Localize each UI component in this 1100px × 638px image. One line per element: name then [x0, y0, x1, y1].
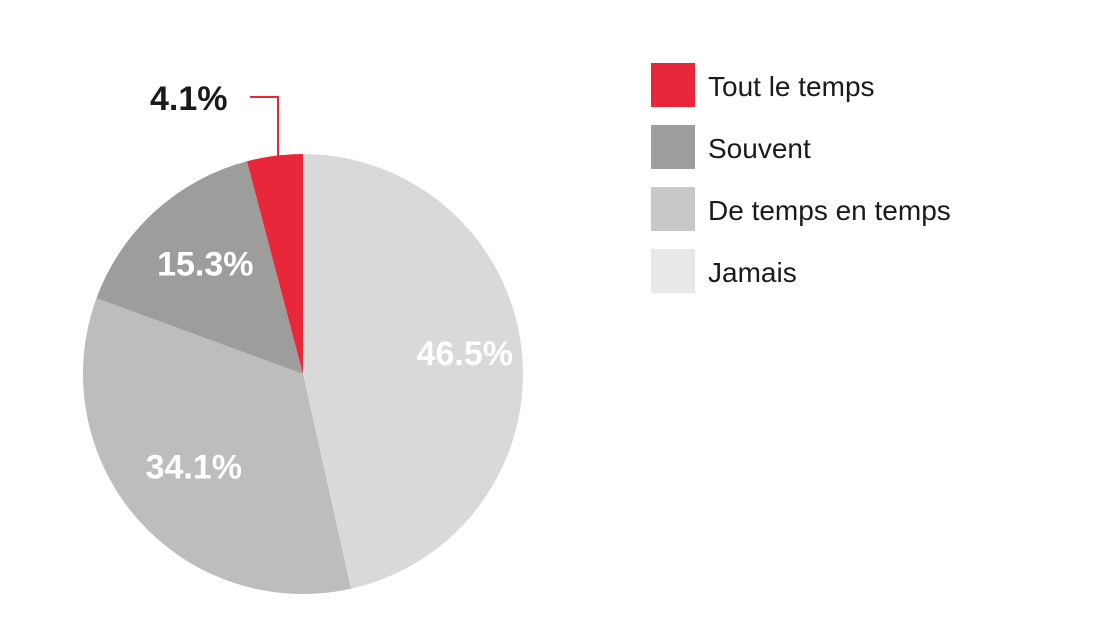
pie-slice-souvent	[96, 161, 304, 374]
legend-item-souvent: Souvent	[651, 125, 811, 169]
pie-slice-de-temps-en-temps	[83, 298, 351, 594]
pie-slices	[83, 154, 523, 594]
pie-callout: 4.1%	[150, 80, 279, 156]
legend: Tout le temps Souvent De temps en temps Jam…	[651, 63, 951, 293]
legend-label: Tout le temps	[708, 71, 875, 102]
legend-swatch	[651, 187, 695, 231]
pie-slice-jamais	[303, 154, 523, 589]
pie-slice-tout-le-temps	[246, 154, 303, 374]
legend-item-jamais: Jamais	[651, 249, 797, 293]
legend-swatch	[651, 125, 695, 169]
slice-value-label: 34.1%	[146, 449, 242, 487]
legend-label: Souvent	[708, 133, 811, 164]
legend-item-de-temps-en-temps: De temps en temps	[651, 187, 951, 231]
legend-label: Jamais	[708, 257, 797, 288]
pie-labels: 46.5% 34.1% 15.3%	[146, 246, 513, 487]
legend-swatch	[651, 249, 695, 293]
callout-line	[250, 96, 279, 156]
legend-swatch	[651, 63, 695, 107]
callout-value-label: 4.1%	[150, 80, 228, 118]
slice-value-label: 15.3%	[157, 246, 253, 284]
legend-label: De temps en temps	[708, 195, 951, 226]
slice-value-label: 46.5%	[417, 335, 513, 373]
legend-item-tout-le-temps: Tout le temps	[651, 63, 875, 107]
